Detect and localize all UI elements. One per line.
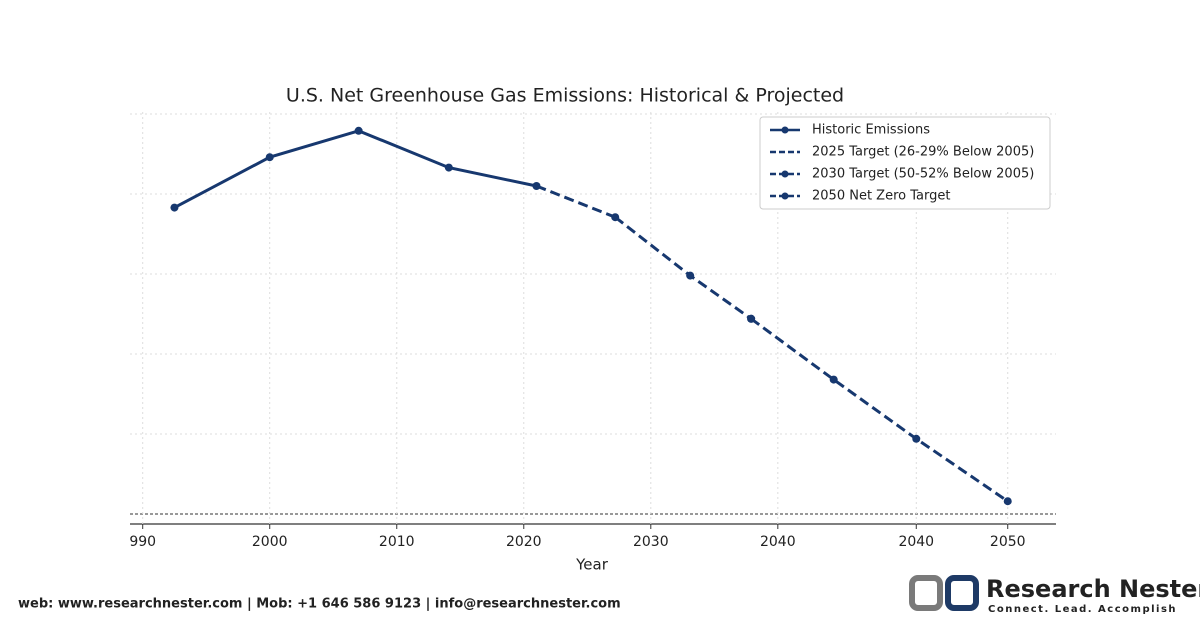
data-point [265, 153, 274, 162]
x-tick-label: 2030 [633, 534, 669, 550]
data-point [444, 163, 453, 172]
legend-label: 2030 Target (50-52% Below 2005) [812, 167, 1034, 182]
legend-marker [781, 126, 789, 134]
data-point [1003, 497, 1012, 506]
x-tick-label: 2000 [252, 534, 288, 550]
series-line [750, 317, 1009, 503]
data-point [912, 434, 921, 443]
legend-label: 2050 Net Zero Target [812, 189, 950, 204]
logo-icon [909, 575, 943, 611]
legend-marker [781, 192, 789, 200]
data-point [354, 126, 363, 135]
x-tick-label: 2040 [898, 534, 934, 550]
series-line [614, 216, 753, 321]
data-point [170, 203, 179, 212]
data-point [747, 314, 756, 323]
x-tick-label: 2050 [990, 534, 1026, 550]
footer-contact: web: www.researchnester.com | Mob: +1 64… [18, 597, 621, 612]
x-axis-label: Year [575, 556, 609, 574]
data-point [686, 271, 695, 280]
logo-tagline: Connect. Lead. Accomplish [988, 604, 1177, 615]
x-tick-label: 2040 [760, 534, 796, 550]
series-line [173, 129, 537, 209]
data-point [829, 375, 838, 384]
legend-label: 2025 Target (26-29% Below 2005) [812, 145, 1034, 160]
logo-brand: Research Nester [986, 575, 1200, 603]
legend-box [759, 116, 1051, 210]
legend-marker [781, 170, 789, 178]
x-tick-label: 2020 [506, 534, 542, 550]
chart-title: U.S. Net Greenhouse Gas Emissions: Histo… [286, 85, 844, 107]
legend-label: Historic Emissions [812, 123, 930, 138]
logo: Research Nester Connect. Lead. Accomplis… [909, 575, 1200, 615]
x-tick-label: 2010 [379, 534, 415, 550]
x-tick-label: 990 [129, 534, 156, 550]
series-line [535, 184, 616, 219]
data-point [611, 213, 620, 222]
logo-icon [945, 575, 979, 611]
